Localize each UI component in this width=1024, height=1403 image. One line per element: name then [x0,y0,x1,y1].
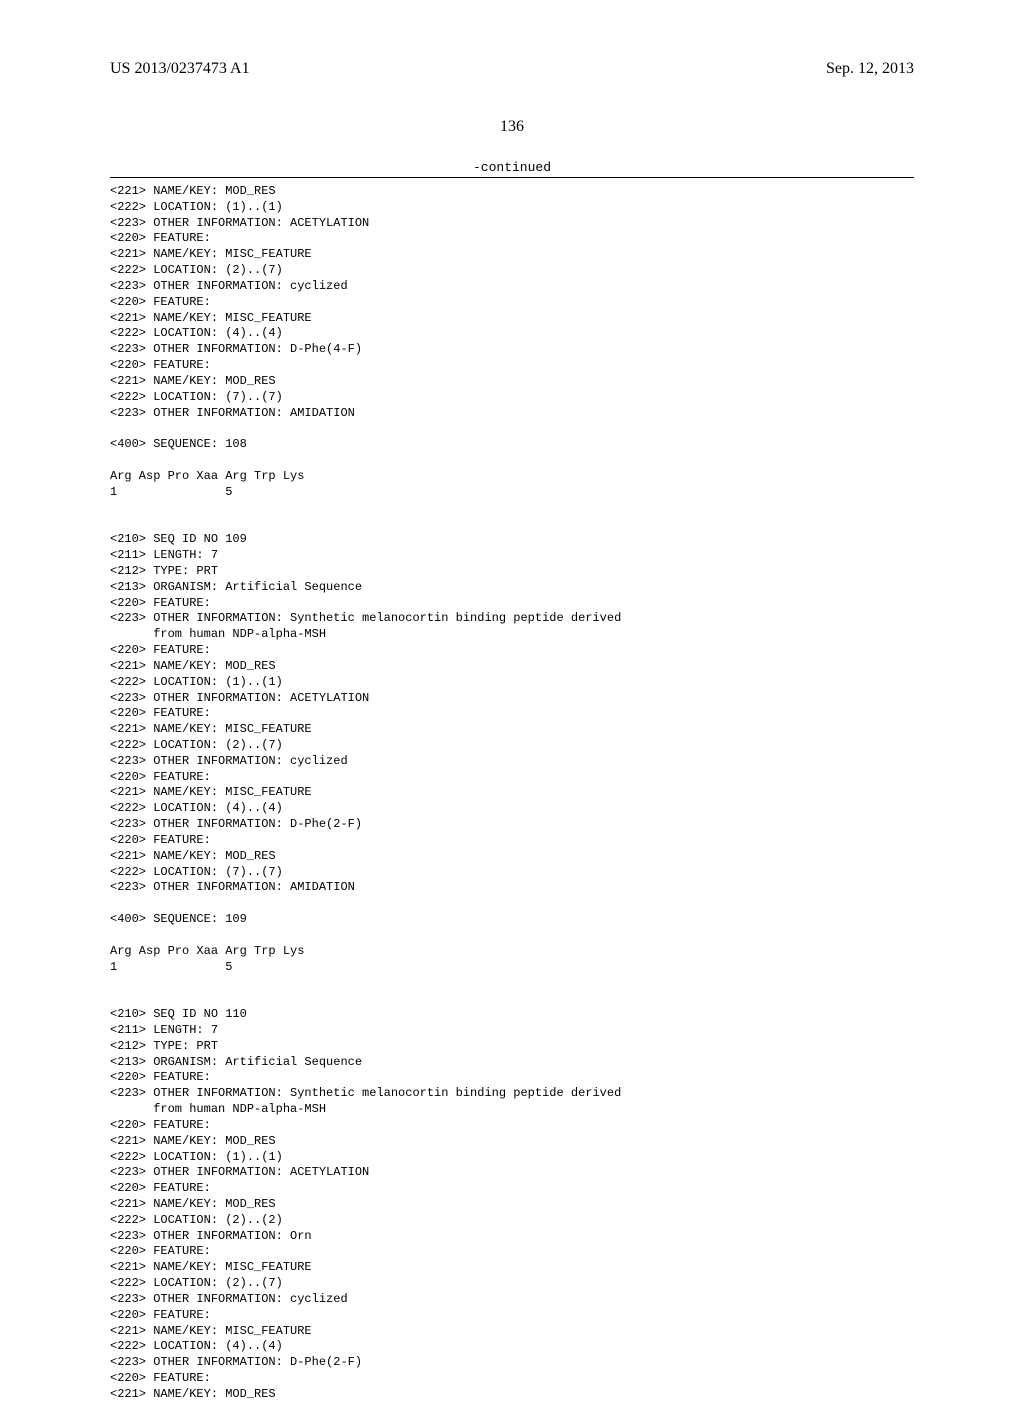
publication-number: US 2013/0237473 A1 [110,60,250,78]
page-header: US 2013/0237473 A1 Sep. 12, 2013 [110,60,914,78]
page-number: 136 [110,118,914,136]
continued-label: -continued [110,160,914,175]
patent-page: US 2013/0237473 A1 Sep. 12, 2013 136 -co… [0,0,1024,1320]
top-rule [110,177,914,178]
publication-date: Sep. 12, 2013 [826,60,914,78]
sequence-listing: <221> NAME/KEY: MOD_RES <222> LOCATION: … [110,184,914,1403]
